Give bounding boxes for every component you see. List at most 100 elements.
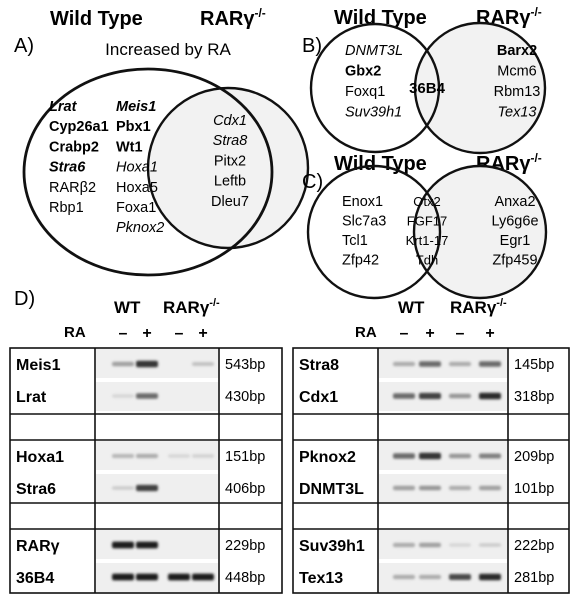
gel-right-strip-gap (379, 559, 507, 563)
venn-a-left-gene: Stra6 (49, 160, 86, 176)
gel-bp-label: 430bp (225, 389, 265, 405)
venn-a-wt-circle (22, 67, 274, 277)
gel-left-rar-sup: -/- (209, 297, 220, 309)
gel-left-rar-label: RARγ (163, 298, 210, 317)
panel-a-letter: A) (14, 35, 34, 57)
gel-band (112, 454, 134, 458)
gel-left-lane-sign: – (175, 325, 184, 342)
venn-a-mid-gene: Hoxa1 (116, 160, 158, 176)
gel-right-lane-sign: + (425, 325, 434, 342)
gel-gene-label: RARγ (16, 538, 60, 555)
venn-c-left-genes: Enox1 Slc7a3 Tcl1 Zfp42 (342, 194, 386, 269)
gel-band (168, 454, 190, 458)
gel-gene-label: DNMT3L (299, 481, 364, 498)
venn-b-right-genes: Barx2 Mcm6 Rbm13 Tex13 (494, 43, 541, 121)
venn-c-overlap-gene: Tdh (416, 253, 438, 268)
venn-b-left-gene: Gbx2 (345, 64, 381, 80)
gel-band (449, 485, 471, 491)
svg-text:RARγ-/-: RARγ-/- (450, 297, 507, 317)
venn-c-left-gene: Tcl1 (342, 233, 368, 249)
panel-a-wt-title: Wild Type (50, 8, 143, 30)
gel-bp-label: 406bp (225, 481, 265, 497)
gel-band (419, 452, 441, 460)
gel-band (449, 543, 471, 547)
gel-band (449, 453, 471, 459)
gel-band (419, 361, 441, 367)
panel-b-wt-title: Wild Type (334, 7, 427, 29)
panel-c-letter: C) (302, 171, 323, 193)
gel-gene-label: Meis1 (16, 357, 61, 374)
gel-left-lane-sign: + (198, 325, 207, 342)
venn-c-rar-circle (412, 164, 548, 300)
panel-a-rar-sup: -/- (254, 6, 265, 20)
gel-left-wt-label: WT (114, 298, 141, 317)
venn-a-mid-gene: Pbx1 (116, 119, 151, 135)
gel-gene-label: Hoxa1 (16, 449, 64, 466)
gel-bp-label: 209bp (514, 449, 554, 465)
venn-c-left-gene: Zfp42 (342, 253, 379, 269)
gel-band (112, 486, 134, 490)
gel-band (112, 541, 134, 549)
gel-band (393, 574, 415, 580)
venn-c-right-gene: Ly6g6e (491, 214, 538, 230)
panel-d-letter: D) (14, 288, 35, 310)
gel-band (449, 393, 471, 399)
venn-a-left-gene: RARβ2 (49, 180, 96, 196)
gel-band (419, 392, 441, 400)
gel-band (393, 393, 415, 399)
gel-band (419, 574, 441, 580)
venn-b-left-genes: DNMT3L Gbx2 Foxq1 Suv39h1 (345, 43, 403, 121)
gel-band (419, 542, 441, 548)
gel-bp-label: 222bp (514, 538, 554, 554)
gel-band (168, 573, 190, 581)
venn-c-right-genes: Anxa2 Ly6g6e Egr1 Zfp459 (491, 194, 538, 269)
gel-bp-label: 543bp (225, 357, 265, 373)
panel-b: B) Wild Type RARγ-/- DNMT3LGbx2Foxq1Suv3… (302, 5, 547, 155)
svg-text:RARγ-/-: RARγ-/- (163, 297, 220, 317)
gel-left-strip-gap (96, 470, 218, 474)
panel-a: A) Wild Type RARγ-/- Increased by RA Lra… (14, 6, 310, 277)
venn-c-right-gene: Anxa2 (494, 194, 535, 210)
gel-band (479, 392, 501, 400)
gel-right-ra-label: RA (355, 324, 377, 341)
gel-bp-label: 229bp (225, 538, 265, 554)
panel-b-letter: B) (302, 35, 322, 57)
gel-left-strip-gap (96, 378, 218, 382)
venn-c-left-gene: Slc7a3 (342, 214, 386, 230)
venn-b-left-gene: Foxq1 (345, 84, 385, 100)
gel-bp-label: 151bp (225, 449, 265, 465)
gel-band (479, 573, 501, 581)
gel-right-rar-sup: -/- (496, 297, 507, 309)
gel-gene-label: Stra8 (299, 357, 339, 374)
venn-a-overlap-gene: Pitx2 (214, 153, 246, 169)
venn-a-mid-genes: Meis1 Pbx1 Wt1 Hoxa1 Hoxa5 Foxa1 Pknox2 (116, 99, 164, 236)
venn-b-left-gene: DNMT3L (345, 43, 403, 59)
gel-right-lane-sign: – (400, 325, 409, 342)
gel-band (479, 543, 501, 547)
gel-left-frame (9, 347, 283, 594)
gel-right-strip-gap (379, 470, 507, 474)
venn-a-overlap-gene: Dleu7 (211, 194, 249, 210)
gel-right-rar-label: RARγ (450, 298, 497, 317)
gel-band (449, 361, 471, 367)
venn-a-overlap-genes: Cdx1 Stra8 Pitx2 Leftb Dleu7 (211, 113, 249, 210)
venn-b-right-gene: Barx2 (497, 43, 537, 59)
gel-band (393, 485, 415, 491)
gel-band (192, 573, 214, 581)
venn-a-left-gene: Lrat (49, 99, 78, 115)
gel-gene-label: Lrat (16, 389, 47, 406)
venn-b-right-gene: Mcm6 (497, 64, 536, 80)
panel-c-wt-title: Wild Type (334, 153, 427, 175)
gel-band (112, 573, 134, 581)
venn-a-rar-circle (146, 86, 310, 250)
venn-c-overlap-gene: FGF17 (407, 214, 447, 229)
gel-left-table: Meis1 543bp Lrat 430bp Hoxa1 151bp Stra6 406bp R… (9, 347, 283, 594)
venn-b-rar-circle (413, 21, 547, 155)
gel-band (393, 542, 415, 548)
gel-bp-label: 281bp (514, 570, 554, 586)
panel-c-rar-sup: -/- (530, 151, 541, 165)
gel-gene-label: 36B4 (16, 570, 54, 587)
panel-a-rar-title: RARγ (200, 8, 255, 30)
venn-c-right-gene: Egr1 (500, 233, 531, 249)
gel-gene-label: Tex13 (299, 570, 343, 587)
